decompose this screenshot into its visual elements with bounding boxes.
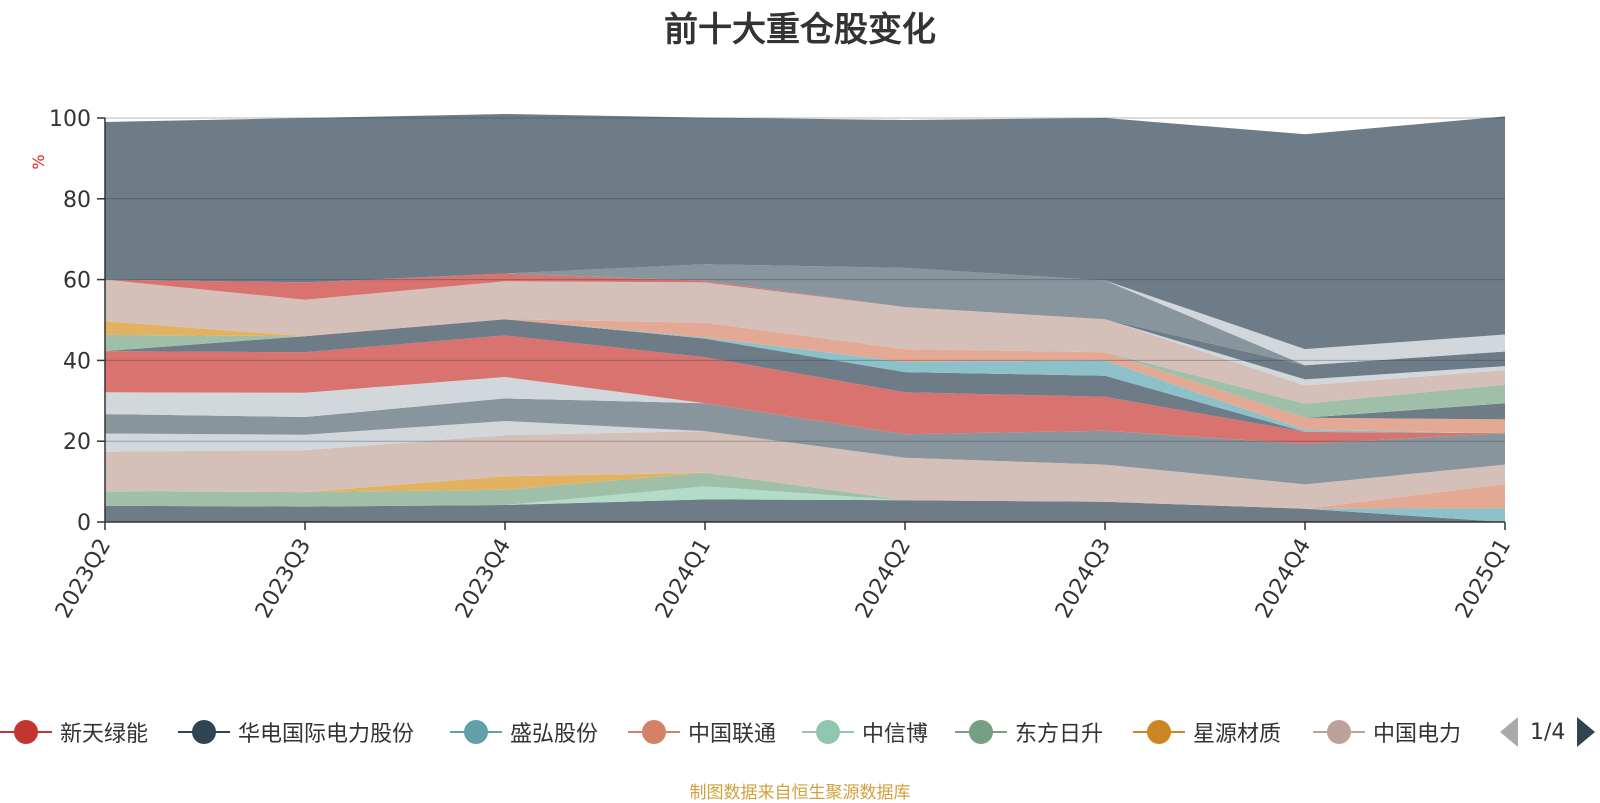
area-series-6 xyxy=(105,431,1505,509)
legend-label: 华电国际电力股份 xyxy=(238,722,415,747)
area-series-8 xyxy=(105,398,1505,485)
source-note: 制图数据来自恒生聚源数据库 xyxy=(689,783,911,803)
legend: 新天绿能 华电国际电力股份 盛弘股份 中国联通 中信博 东方日升 星源材质 中国电力 1/4 xyxy=(0,712,1600,752)
area-series-10 xyxy=(105,377,1505,444)
y-tick-label-1: 20 xyxy=(63,430,91,455)
legend-item-7[interactable]: 中国电力 xyxy=(1313,712,1461,752)
area-series-22 xyxy=(105,264,1505,366)
legend-marker-icon xyxy=(0,712,52,752)
legend-item-5[interactable]: 东方日升 xyxy=(955,712,1103,752)
area-series-7 xyxy=(105,421,1505,485)
previous-page-icon[interactable] xyxy=(1500,717,1518,747)
legend-item-6[interactable]: 星源材质 xyxy=(1133,712,1281,752)
legend-marker-icon xyxy=(802,712,854,752)
legend-item-3[interactable]: 中国联通 xyxy=(628,712,776,752)
area-series-2 xyxy=(105,484,1505,509)
y-tick-label-4: 80 xyxy=(63,188,91,213)
area-series-4 xyxy=(105,472,1505,509)
y-axis-unit-label: % xyxy=(29,154,48,169)
next-page-icon[interactable] xyxy=(1577,717,1596,747)
area-series-0 xyxy=(105,499,1505,522)
area-series-19 xyxy=(105,273,1505,386)
legend-label: 东方日升 xyxy=(1015,722,1104,747)
area-series-12 xyxy=(105,319,1505,434)
area-series-14 xyxy=(105,319,1505,434)
x-tick-label-6: 2024Q4 xyxy=(1251,535,1316,623)
x-tick-label-2: 2023Q4 xyxy=(451,535,516,623)
legend-marker-icon xyxy=(1133,712,1185,752)
area-series-18 xyxy=(105,279,1505,404)
x-tick-label-0: 2023Q2 xyxy=(51,535,116,623)
legend-marker-icon xyxy=(628,712,680,752)
y-tick-label-0: 0 xyxy=(77,511,91,536)
legend-pager: 1/4 xyxy=(1500,712,1596,752)
x-tick-label-4: 2024Q2 xyxy=(851,535,916,623)
area-series-3 xyxy=(105,484,1505,509)
legend-page-indicator: 1/4 xyxy=(1530,719,1566,745)
area-series-24 xyxy=(105,114,1505,350)
area-series-group xyxy=(105,114,1505,522)
y-tick-label-5: 100 xyxy=(49,107,91,132)
legend-marker-icon xyxy=(450,712,502,752)
y-tick-label-3: 60 xyxy=(63,269,91,294)
legend-marker-icon xyxy=(1313,712,1365,752)
legend-label: 中国电力 xyxy=(1373,722,1462,747)
area-series-5 xyxy=(105,472,1505,509)
legend-marker-icon xyxy=(178,712,230,752)
legend-item-1[interactable]: 华电国际电力股份 xyxy=(178,712,414,752)
x-tick-label-3: 2024Q1 xyxy=(651,535,716,623)
legend-marker-icon xyxy=(955,712,1007,752)
area-series-16 xyxy=(105,319,1505,418)
x-tick-label-5: 2024Q3 xyxy=(1051,535,1116,623)
legend-label: 盛弘股份 xyxy=(510,722,599,747)
area-series-21 xyxy=(105,273,1505,380)
legend-item-2[interactable]: 盛弘股份 xyxy=(450,712,598,752)
legend-label: 星源材质 xyxy=(1193,722,1282,747)
stacked-area-chart: 0 20 40 60 80 100 2023Q2 2023Q3 2023Q4 2024Q1 2024… xyxy=(29,107,1516,623)
legend-label: 中国联通 xyxy=(688,722,777,747)
area-series-23 xyxy=(105,264,1505,366)
legend-item-4[interactable]: 中信博 xyxy=(802,712,928,752)
area-series-11 xyxy=(105,335,1505,444)
legend-item-0[interactable]: 新天绿能 xyxy=(0,712,148,752)
legend-label: 新天绿能 xyxy=(60,722,149,747)
y-tick-label-2: 40 xyxy=(63,349,91,374)
legend-label: 中信博 xyxy=(862,722,929,747)
x-tick-label-7: 2025Q1 xyxy=(1451,535,1516,623)
chart-title: 前十大重仓股变化 xyxy=(664,10,936,50)
x-tick-label-1: 2023Q3 xyxy=(251,535,316,623)
gridlines xyxy=(105,117,1505,442)
